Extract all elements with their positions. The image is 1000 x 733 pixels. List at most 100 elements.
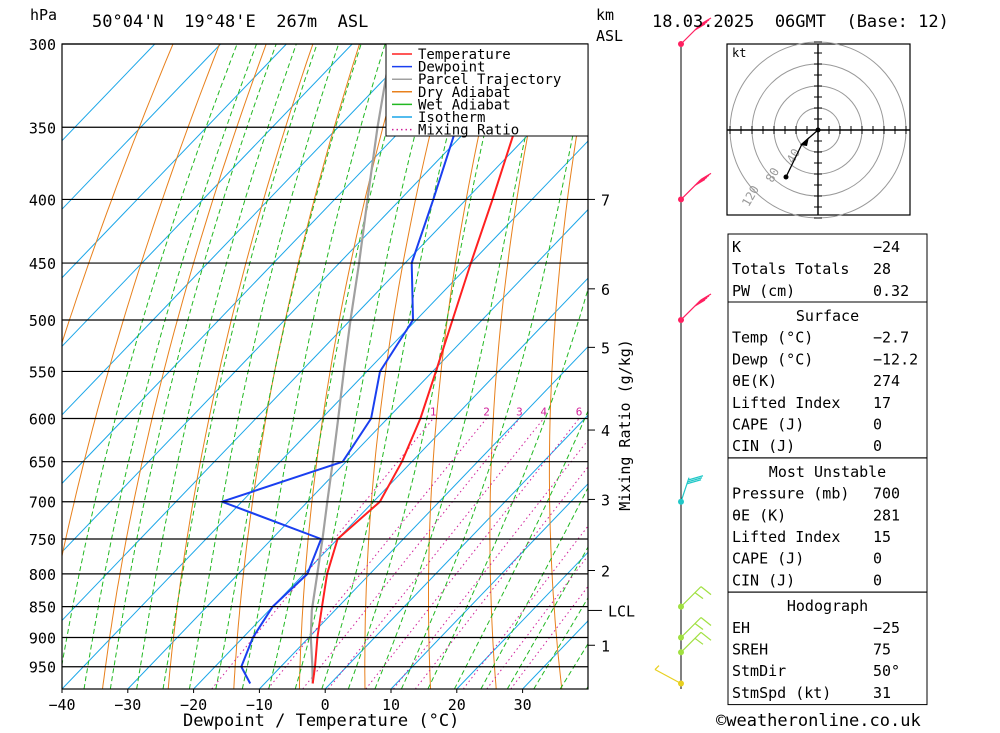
footer-copyright: ©weatheronline.co.uk: [716, 711, 921, 731]
precipitable-water-value: 0.32: [873, 282, 909, 300]
pressure-tick-label: 500: [29, 312, 56, 330]
legend-box: [385, 43, 589, 137]
surface-title: Surface: [796, 307, 859, 325]
isotherm-line: [62, 71, 588, 622]
most-unstable-row-value: 0: [873, 550, 882, 568]
wind-barb: [654, 665, 682, 685]
surface-row-value: −2.7: [873, 329, 909, 347]
x-tick-label: −30: [114, 696, 141, 714]
dry-adiabat-line: [62, 44, 221, 559]
wet-adiabat-line: [215, 44, 362, 689]
x-tick-label: −40: [48, 696, 75, 714]
most-unstable-row-label: θE (K): [732, 506, 786, 524]
wet-adiabat-line: [162, 44, 318, 689]
x-tick-label: 0: [321, 696, 330, 714]
height-tick-label: 4: [601, 422, 610, 440]
mixing-ratio-line: [414, 466, 588, 689]
wet-adiabat-line: [136, 44, 297, 689]
pressure-tick-label: 650: [29, 454, 56, 472]
hodograph-storm-arrow: [800, 137, 809, 146]
pressure-tick-label: 350: [29, 119, 56, 137]
totals-totals-value: 28: [873, 260, 891, 278]
pressure-tick-label: 600: [29, 410, 56, 428]
isotherm-line: [62, 44, 353, 348]
x-tick-label: −20: [180, 696, 207, 714]
dry-adiabat-line: [966, 44, 1000, 689]
header-km-unit: km: [596, 6, 615, 24]
legend-label: Wet Adiabat: [418, 97, 511, 113]
x-tick-label: 20: [448, 696, 466, 714]
dry-adiabat-line: [919, 44, 1000, 689]
wet-adiabat-line: [241, 44, 386, 689]
mixing-ratio-line: [211, 418, 434, 689]
x-tick-label: 30: [514, 696, 532, 714]
wet-adiabat-line: [321, 44, 471, 689]
height-tick-label: 6: [601, 281, 610, 299]
hodograph-point: [783, 174, 789, 180]
mixing-ratio-label: 4: [540, 405, 547, 418]
wind-barb: [680, 586, 712, 608]
header-asl-unit: ASL: [596, 27, 624, 45]
isotherm-line: [62, 44, 221, 210]
wet-adiabat-line: [109, 44, 277, 689]
wet-adiabat-line: [506, 546, 588, 689]
dry-adiabat-line: [298, 44, 407, 689]
mixing-ratio-label: 1: [430, 405, 437, 418]
isotherm-line: [193, 277, 588, 689]
height-tick-label: 3: [601, 491, 610, 509]
hodograph-ring-label: 80: [763, 165, 782, 185]
wet-adiabat-line: [294, 44, 440, 689]
wet-adiabat-line: [453, 409, 588, 689]
wet-adiabat-line: [427, 287, 588, 689]
wind-barb: [680, 631, 712, 653]
dry-adiabat-line: [548, 65, 588, 689]
legend-label: Parcel Trajectory: [418, 72, 561, 88]
pressure-tick-label: 700: [29, 494, 56, 512]
dry-adiabat-line: [428, 44, 500, 689]
plot-series: 1 2 3 4 6 8 10 16 20 25: [221, 44, 722, 684]
most-unstable-title: Most Unstable: [769, 463, 886, 481]
surface-row-value: −12.2: [873, 350, 918, 368]
wind-barb: [680, 475, 704, 502]
precipitable-water-label: PW (cm): [732, 282, 795, 300]
hodograph-unit: kt: [732, 46, 746, 60]
hodograph-table-row-value: 31: [873, 684, 891, 702]
hodograph-table-row-value: 75: [873, 641, 891, 659]
mixing-ratio-line: [365, 418, 580, 689]
mixing-ratio-label: 6: [576, 405, 583, 418]
isotherm-line: [62, 44, 156, 142]
height-tick-label: 7: [601, 191, 610, 209]
legend-label: Dry Adiabat: [418, 85, 511, 101]
wind-barb: [680, 617, 712, 638]
pressure-tick-label: 900: [29, 630, 56, 648]
wet-adiabat-line: [188, 44, 340, 689]
header-hpa-unit: hPa: [30, 6, 58, 24]
pressure-tick-label: 400: [29, 191, 56, 209]
mixing-ratio-label: 8: [602, 405, 609, 418]
surface-row-label: CAPE (J): [732, 416, 804, 434]
most-unstable-row-value: 281: [873, 506, 900, 524]
legend-label: Isotherm: [418, 110, 485, 126]
wet-adiabat-line: [374, 44, 546, 689]
pressure-tick-label: 550: [29, 363, 56, 381]
hodograph-table-row-label: EH: [732, 619, 750, 637]
legend-label: Mixing Ratio: [418, 123, 519, 139]
surface-row-label: Lifted Index: [732, 394, 840, 412]
hodograph-table-row-label: SREH: [732, 641, 768, 659]
wet-adiabat-line: [83, 44, 257, 689]
surface-row-value: 0: [873, 416, 882, 434]
mixing-ratio-label: 25: [709, 405, 722, 418]
most-unstable-row-label: Pressure (mb): [732, 485, 849, 503]
surface-row-value: 274: [873, 372, 900, 390]
mixing-ratio-line: [510, 585, 588, 689]
mixing-ratio-line: [393, 439, 588, 689]
dry-adiabat-line: [489, 44, 547, 689]
height-tick-label: 5: [601, 339, 610, 357]
height-tick-label: 1: [601, 637, 610, 655]
pressure-tick-label: 800: [29, 566, 56, 584]
dry-adiabat-line: [167, 44, 314, 689]
surface-row-label: Temp (°C): [732, 329, 813, 347]
surface-row-value: 17: [873, 394, 891, 412]
pressure-tick-label: 300: [29, 36, 56, 54]
